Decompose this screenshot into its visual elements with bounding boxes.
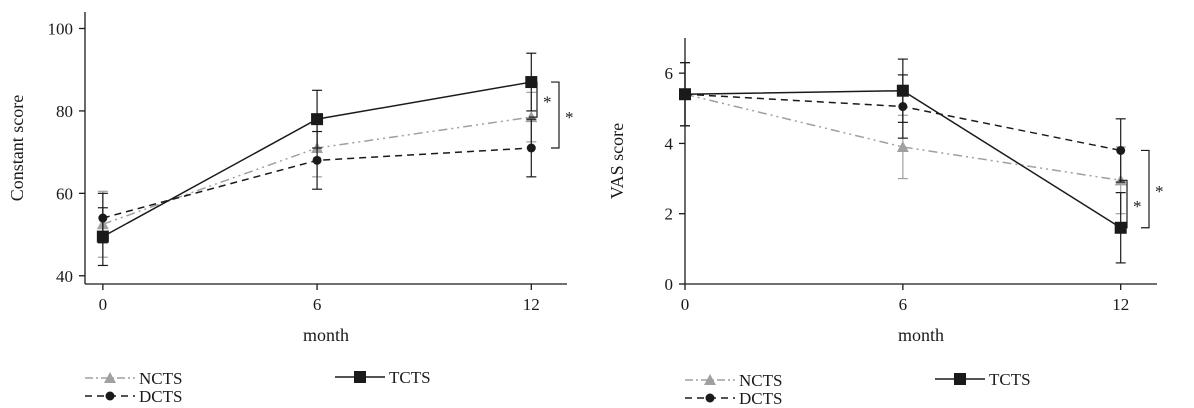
data-point — [679, 88, 691, 101]
significance-bracket — [529, 81, 538, 118]
significance-star: * — [543, 93, 552, 112]
legend-marker — [104, 372, 116, 383]
significance-bracket — [1141, 149, 1150, 229]
legend-label: NCTS — [739, 371, 782, 390]
data-point — [96, 230, 109, 243]
legend-label: DCTS — [139, 387, 182, 406]
legend-marker — [105, 391, 115, 401]
legend-marker — [705, 393, 715, 403]
data-point — [526, 143, 536, 153]
significance-bracket — [1119, 179, 1128, 229]
data-point — [311, 113, 324, 126]
data-point — [312, 155, 322, 165]
y-tick-label: 80 — [56, 102, 73, 121]
series-tcts — [679, 58, 1127, 264]
legend-label: DCTS — [739, 389, 782, 408]
y-tick-label: 0 — [665, 275, 674, 294]
y-axis-label: Constant score — [7, 95, 27, 201]
x-tick-label: 0 — [99, 295, 108, 314]
significance-star: * — [1133, 197, 1142, 216]
x-tick-label: 12 — [1112, 295, 1129, 314]
legend-item-dcts: DCTS — [85, 387, 182, 406]
legend-marker — [954, 373, 966, 385]
legend-item-tcts: TCTS — [335, 368, 431, 387]
data-point — [896, 140, 909, 152]
legend-label: NCTS — [139, 369, 182, 388]
x-tick-label: 0 — [681, 295, 690, 314]
y-tick-label: 100 — [48, 19, 74, 38]
constant-score-chart: 40 60 80 100 0 6 12 month Constant score * * NCTS TC… — [7, 12, 574, 406]
significance-bracket — [551, 81, 560, 149]
legend-item-ncts: NCTS — [685, 371, 782, 390]
legend-item-dcts: DCTS — [685, 389, 782, 408]
legend-marker — [354, 371, 366, 383]
significance-star: * — [565, 108, 574, 127]
x-tick-label: 6 — [313, 295, 322, 314]
y-tick-label: 6 — [665, 64, 674, 83]
x-axis-label: month — [303, 325, 349, 345]
x-axis-label: month — [898, 325, 944, 345]
vas-score-chart: 0 2 4 6 0 6 12 month VAS score * * NCTS TCTS DCTS — [607, 38, 1164, 408]
data-point — [1116, 145, 1126, 155]
legend-item-tcts: TCTS — [935, 370, 1031, 389]
y-tick-label: 40 — [56, 267, 73, 286]
data-point — [896, 84, 909, 97]
legend-label: TCTS — [389, 368, 431, 387]
x-tick-label: 12 — [523, 295, 540, 314]
y-tick-label: 2 — [665, 205, 674, 224]
x-tick-label: 6 — [899, 295, 908, 314]
legend-label: TCTS — [989, 370, 1031, 389]
y-tick-label: 4 — [665, 134, 674, 153]
legend-marker — [704, 374, 716, 385]
y-tick-label: 60 — [56, 184, 73, 203]
y-axis-label: VAS score — [607, 123, 627, 199]
legend-item-ncts: NCTS — [85, 369, 182, 388]
significance-star: * — [1155, 182, 1164, 201]
series-tcts — [96, 52, 538, 267]
